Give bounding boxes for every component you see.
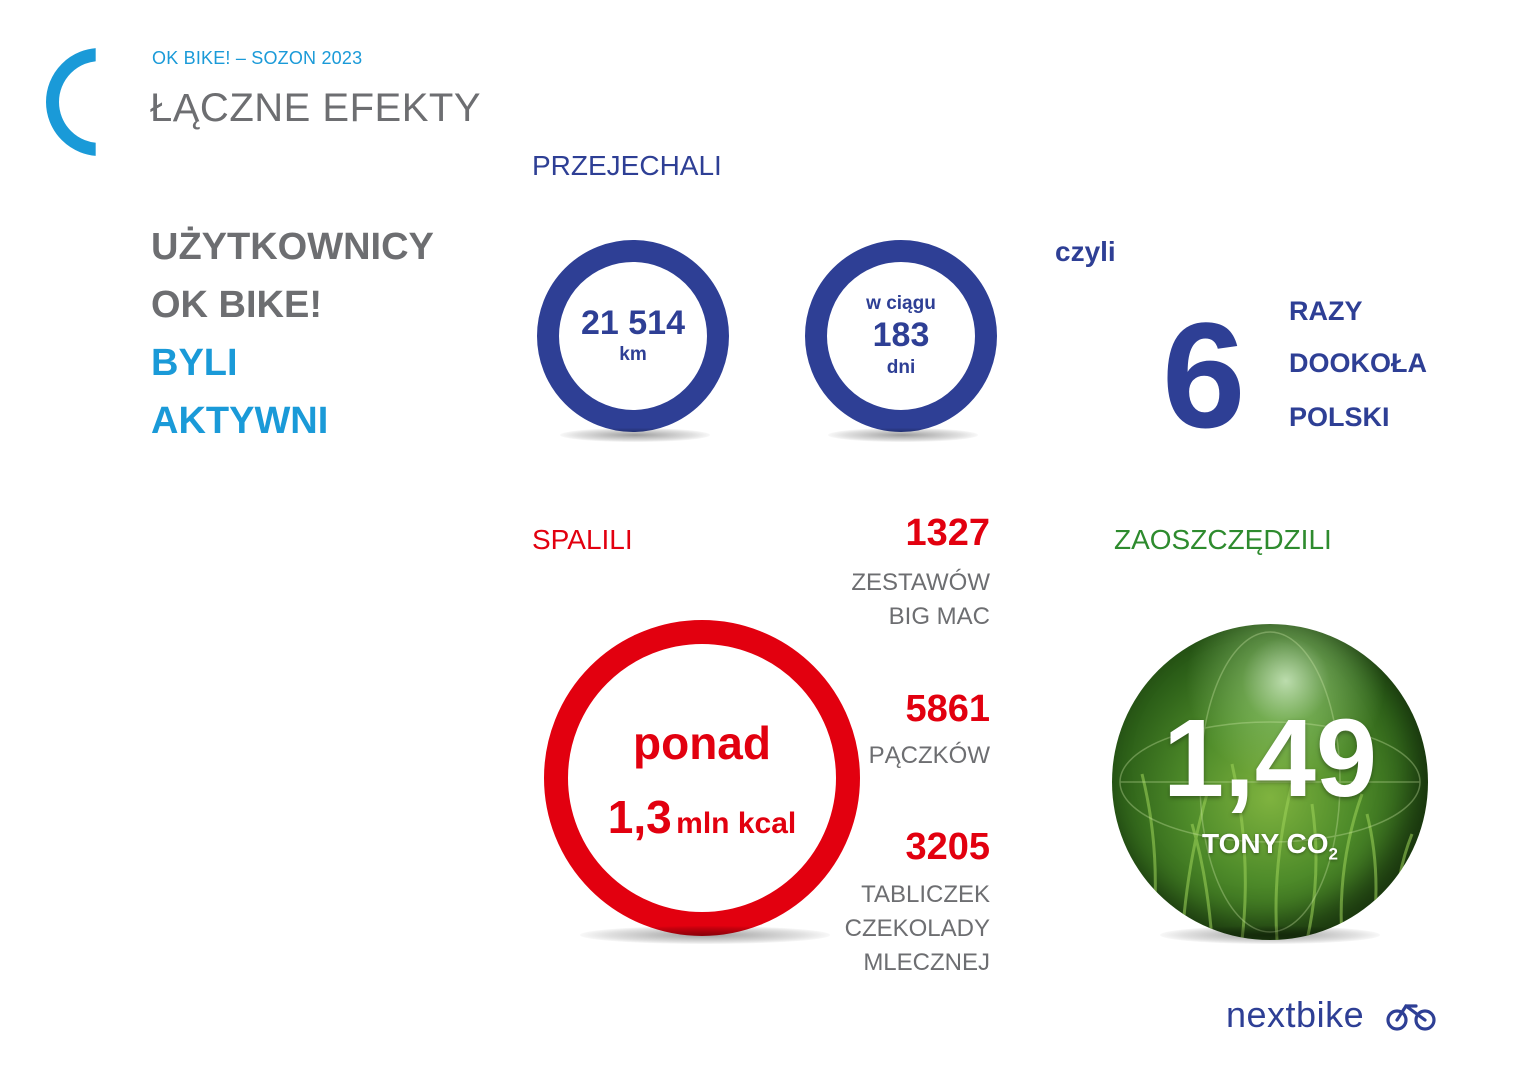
- distance-km-value: 21 514: [581, 304, 685, 343]
- header-bracket-decoration: [46, 48, 96, 156]
- calories-unit: mln kcal: [676, 807, 797, 840]
- equivalent-description: TABLICZEK CZEKOLADY MLECZNEJ: [845, 878, 990, 980]
- equivalent-value: 5861: [905, 688, 990, 730]
- distance-days-value: 183: [872, 316, 930, 355]
- distance-times-line-2: DOOKOŁA: [1289, 348, 1427, 378]
- equivalent-desc-line: PĄCZKÓW: [868, 742, 990, 769]
- equivalent-description: ZESTAWÓW BIG MAC: [851, 566, 990, 634]
- distance-czyli: czyli: [1055, 236, 1116, 267]
- equivalent-desc-line: ZESTAWÓW: [851, 569, 990, 596]
- green-globe-image: [1112, 624, 1428, 940]
- distance-times-value: 6: [1162, 291, 1246, 459]
- co2-value: 1,49: [1162, 697, 1378, 820]
- bicycle-icon: [1386, 1004, 1436, 1031]
- ring-shadow: [580, 926, 830, 944]
- equivalent-desc-line: MLECZNEJ: [863, 949, 990, 976]
- grass-decoration: [1119, 631, 1421, 940]
- distance-times-line-1: RAZY: [1289, 296, 1363, 326]
- globe-shadow: [1160, 926, 1380, 944]
- calories-prefix: ponad: [633, 717, 771, 769]
- equivalent-value: 1327: [905, 512, 990, 554]
- distance-days-prefix: w ciągu: [866, 292, 936, 314]
- equivalent-desc-line: CZEKOLADY: [844, 915, 990, 942]
- equivalent-description: PĄCZKÓW: [869, 739, 990, 773]
- distance-times-line-3: POLSKI: [1289, 402, 1390, 432]
- distance-km-ring: 21 514 km: [537, 240, 729, 432]
- distance-km-unit: km: [619, 344, 647, 366]
- equivalent-desc-line: BIG MAC: [888, 603, 990, 630]
- intro-line-2: OK BIKE!: [151, 284, 322, 326]
- co2-unit-main: TONY CO: [1201, 828, 1329, 859]
- co2-unit: TONY CO2: [1112, 828, 1428, 865]
- equivalent-value: 3205: [905, 826, 990, 868]
- distance-section-label: PRZEJECHALI: [532, 150, 722, 181]
- intro-line-3: BYLI: [151, 342, 238, 384]
- equivalent-desc-line: TABLICZEK: [861, 881, 990, 908]
- intro-line-1: UŻYTKOWNICY: [151, 226, 434, 268]
- distance-days-ring: w ciągu 183 dni: [805, 240, 997, 432]
- nextbike-logo-text: nextbike: [1226, 994, 1365, 1035]
- calories-section-label: SPALILI: [532, 524, 633, 555]
- calories-value: 1,3: [607, 791, 672, 843]
- calories-amount: 1,3 mln kcal: [544, 790, 860, 844]
- header-kicker: OK BIKE! – SOZON 2023: [152, 48, 363, 68]
- ring-shadow: [560, 428, 710, 442]
- ring-shadow: [828, 428, 978, 442]
- intro-line-4: AKTYWNI: [151, 400, 329, 442]
- co2-section-label: ZAOSZCZĘDZILI: [1114, 524, 1332, 555]
- page-title: ŁĄCZNE EFEKTY: [150, 86, 482, 130]
- co2-unit-subscript: 2: [1328, 844, 1338, 864]
- calories-ring: [544, 620, 860, 936]
- distance-days-unit: dni: [886, 356, 916, 378]
